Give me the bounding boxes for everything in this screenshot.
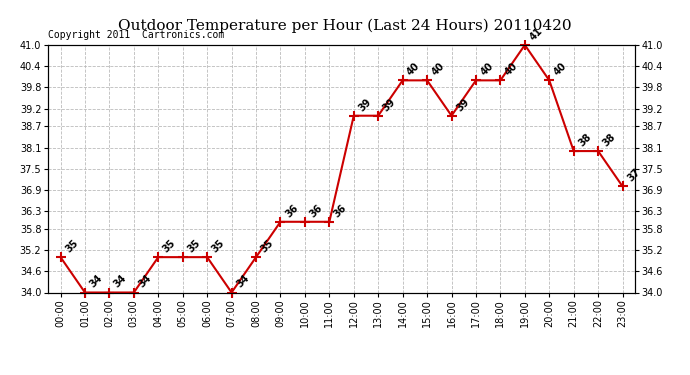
Text: 40: 40 [430,61,446,78]
Text: 35: 35 [161,238,177,254]
Text: 34: 34 [88,273,104,290]
Text: 37: 37 [625,167,642,184]
Text: 38: 38 [601,132,618,148]
Text: 38: 38 [576,132,593,148]
Text: 36: 36 [283,202,300,219]
Text: 35: 35 [210,238,226,254]
Text: 39: 39 [381,96,397,113]
Text: 40: 40 [479,61,495,78]
Text: Copyright 2011  Cartronics.com: Copyright 2011 Cartronics.com [48,30,224,40]
Text: 35: 35 [186,238,202,254]
Text: 35: 35 [63,238,80,254]
Text: 36: 36 [308,202,324,219]
Text: 39: 39 [454,96,471,113]
Text: 40: 40 [503,61,520,78]
Text: Outdoor Temperature per Hour (Last 24 Hours) 20110420: Outdoor Temperature per Hour (Last 24 Ho… [118,19,572,33]
Text: 39: 39 [357,96,373,113]
Text: 36: 36 [332,202,348,219]
Text: 34: 34 [112,273,129,290]
Text: 34: 34 [235,273,251,290]
Text: 34: 34 [137,273,153,290]
Text: 40: 40 [552,61,569,78]
Text: 35: 35 [259,238,275,254]
Text: 41: 41 [528,26,544,42]
Text: 40: 40 [406,61,422,78]
